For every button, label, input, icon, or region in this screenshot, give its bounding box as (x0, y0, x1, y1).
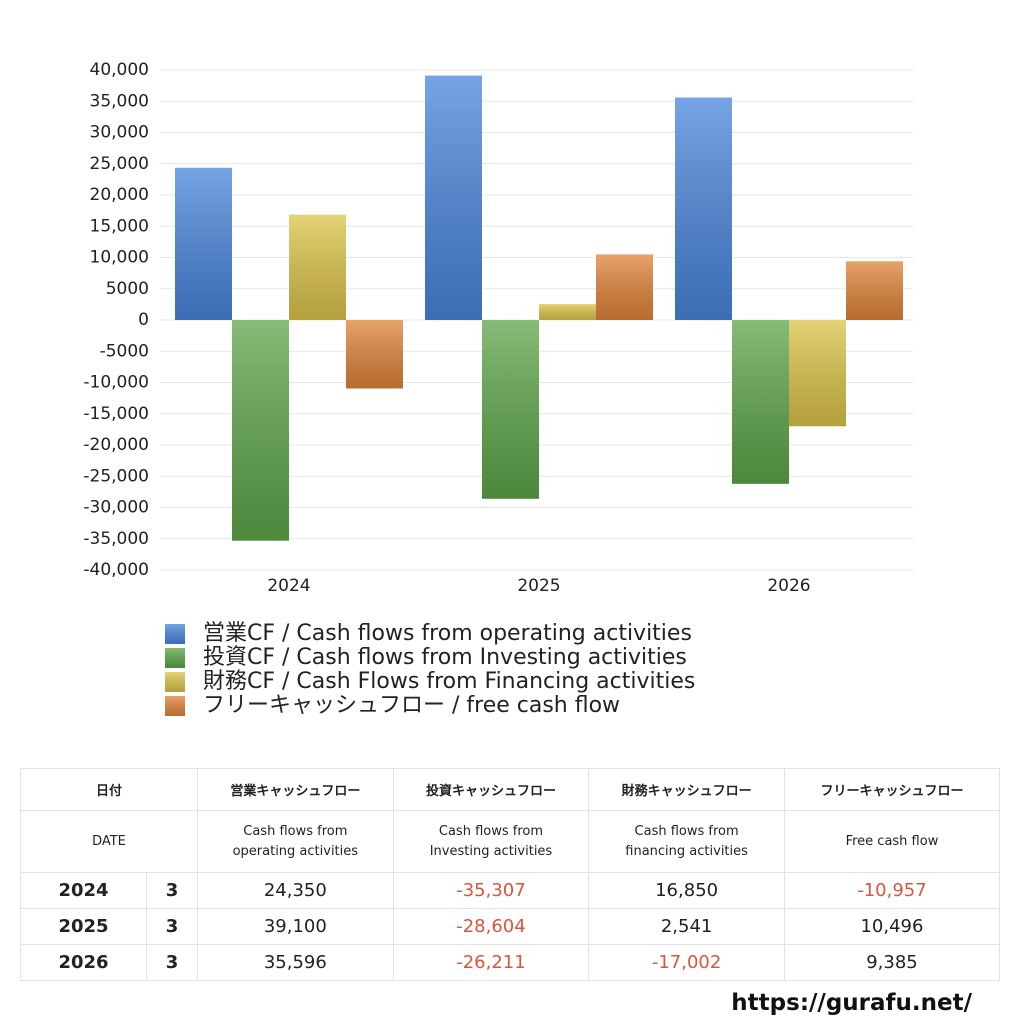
value-cell: -10,957 (783, 872, 1001, 909)
header-cell: 営業キャッシュフロー (197, 768, 394, 811)
y-tick-label: 20,000 (90, 185, 149, 205)
header-cell: 日付 (20, 768, 198, 811)
year-cell: 2024 (20, 872, 147, 909)
legend-swatch-shade (165, 648, 185, 668)
table-row: 2025 3 39,100 -28,604 2,541 10,496 (20, 908, 1001, 945)
header-cell: Cash flows from financing activities (588, 810, 785, 873)
value-cell: -26,211 (392, 944, 590, 981)
value-cell: 39,100 (197, 908, 394, 945)
y-tick-label: -15,000 (83, 404, 149, 424)
header-cell: Cash flows from operating activities (197, 810, 394, 873)
y-tick-label: 10,000 (90, 248, 149, 268)
y-tick-label: 25,000 (90, 154, 149, 174)
bar-shade (289, 214, 346, 320)
bar-shade (346, 320, 403, 389)
legend-swatch-shade (165, 672, 185, 692)
table-row: 2024 3 24,350 -35,307 16,850 -10,957 (20, 872, 1001, 909)
value-cell: 10,496 (783, 908, 1001, 945)
table-row: 2026 3 35,596 -26,211 -17,002 9,385 (20, 944, 1001, 981)
y-tick-label: 35,000 (90, 91, 149, 111)
header-cell: DATE (20, 810, 198, 873)
y-tick-label: 0 (138, 310, 149, 330)
value-cell: -28,604 (392, 908, 590, 945)
bar-shade (539, 304, 596, 320)
bar-shade (675, 97, 732, 321)
source-url: https://gurafu.net/ (731, 990, 972, 1016)
legend-swatch-shade (165, 696, 185, 716)
y-tick-label: -35,000 (83, 529, 149, 549)
y-tick-label: 5000 (106, 279, 149, 299)
legend-swatch-shade (165, 624, 185, 644)
legend-label: 営業CF / Cash flows from operating activit… (203, 621, 692, 646)
value-cell: 24,350 (197, 872, 394, 909)
chart: 40,000 35,000 30,000 25,000 20,000 15,000 10,0… (83, 60, 913, 718)
value-cell: 2,541 (588, 908, 785, 945)
y-tick-label: -30,000 (83, 498, 149, 518)
y-tick-label: 30,000 (90, 123, 149, 143)
table-row: 日付 営業キャッシュフロー 投資キャッシュフロー 財務キャッシュフロー フリーキャッシュ… (20, 768, 1001, 811)
data-table: 日付 営業キャッシュフロー 投資キャッシュフロー 財務キャッシュフロー フリーキャッシュ… (20, 768, 1001, 981)
y-tick-label: -25,000 (83, 466, 149, 486)
bar-shade (732, 320, 789, 484)
y-tick-label: -40,000 (83, 560, 149, 580)
month-cell: 3 (146, 872, 198, 909)
bar-shade (425, 75, 482, 320)
y-tick-label: -20,000 (83, 435, 149, 455)
header-cell: フリーキャッシュフロー (783, 768, 1001, 811)
legend-label: 投資CF / Cash flows from Investing activit… (203, 645, 687, 670)
value-cell: -17,002 (588, 944, 785, 981)
year-cell: 2025 (20, 908, 147, 945)
table-row: DATE Cash flows from operating activities… (20, 810, 1001, 873)
legend-label: フリーキャッシュフロー / free cash flow (203, 693, 620, 718)
bar-shade (175, 167, 232, 320)
header-cell: 投資キャッシュフロー (392, 768, 590, 811)
y-tick-label: -10,000 (83, 373, 149, 393)
value-cell: 35,596 (197, 944, 394, 981)
y-tick-label: 15,000 (90, 216, 149, 236)
y-tick-label: -5000 (100, 341, 149, 361)
month-cell: 3 (146, 944, 198, 981)
legend-label: 財務CF / Cash Flows from Financing activit… (203, 669, 695, 694)
bar-shade (482, 320, 539, 499)
x-tick-label: 2024 (267, 576, 310, 596)
y-tick-label: 40,000 (90, 60, 149, 80)
header-cell: Cash flows from Investing activities (392, 810, 590, 873)
value-cell: -35,307 (392, 872, 590, 909)
bar-shade (846, 261, 903, 320)
value-cell: 9,385 (783, 944, 1001, 981)
month-cell: 3 (146, 908, 198, 945)
x-tick-label: 2025 (517, 576, 560, 596)
year-cell: 2026 (20, 944, 147, 981)
bar-shade (232, 320, 289, 541)
bar-shade (596, 254, 653, 320)
bar-shade (789, 320, 846, 427)
value-cell: 16,850 (588, 872, 785, 909)
header-cell: Free cash flow (783, 810, 1001, 873)
header-cell: 財務キャッシュフロー (588, 768, 785, 811)
x-tick-label: 2026 (767, 576, 810, 596)
